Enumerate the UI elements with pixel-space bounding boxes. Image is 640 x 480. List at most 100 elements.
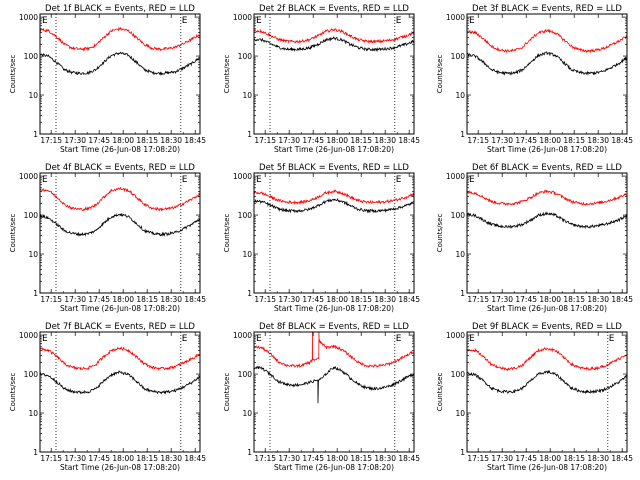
y-tick-label: 1000 [233,13,252,22]
x-tick-label: 17:45 [515,295,537,304]
y-tick-label: 1 [247,448,252,457]
x-tick-label: 17:45 [88,454,110,463]
x-tick-label: 17:30 [491,136,513,145]
x-tick-label: 18:30 [374,295,396,304]
y-tick-label: 100 [24,52,39,61]
start-marker: E [469,334,475,344]
x-tick-label: 18:15 [563,454,585,463]
y-tick-label: 100 [238,211,253,220]
y-axis-title: Counts/sec [9,214,17,253]
x-tick-label: 17:15 [467,295,489,304]
panel-title: Det 5f BLACK = Events, RED = LLD [259,163,409,173]
y-axis-title: Counts/sec [436,55,444,94]
x-tick-label: 18:45 [611,295,633,304]
panel-title: Det 7f BLACK = Events, RED = LLD [45,322,195,332]
x-tick-label: 17:45 [515,454,537,463]
y-tick-label: 100 [451,370,466,379]
series-events-line [466,211,628,230]
series-lld-line [466,189,628,206]
y-tick-label: 1 [460,130,465,139]
plot-frame [39,331,201,453]
series-events-line [466,369,628,395]
x-tick-label: 17:30 [491,454,513,463]
y-tick-label: 1000 [19,13,38,22]
x-axis-title: Start Time (26-Jun-08 17:08:20) [487,304,607,313]
plot-frame [466,331,628,453]
x-tick-label: 17:30 [278,295,300,304]
x-tick-label: 18:00 [539,136,561,145]
panel-title: Det 6f BLACK = Events, RED = LLD [472,163,622,173]
x-tick-label: 17:15 [40,295,62,304]
x-tick-label: 17:15 [40,136,62,145]
series-lld-line [39,26,201,52]
detector-panel-5: Det 5f BLACK = Events, RED = LLD E E 1 10 100… [223,163,420,313]
start-marker: E [42,334,48,344]
x-tick-label: 18:00 [326,454,348,463]
x-tick-label: 18:00 [326,136,348,145]
y-tick-label: 100 [24,370,39,379]
series-lld-line [466,28,628,54]
x-tick-label: 18:30 [160,136,182,145]
x-tick-label: 18:15 [350,295,372,304]
detector-panel-1: Det 1f BLACK = Events, RED = LLD E E 1 10 100… [9,4,206,154]
x-tick-label: 17:45 [88,136,110,145]
y-axis-title: Counts/sec [9,373,17,412]
y-tick-label: 1 [247,289,252,298]
series-lld-line [39,186,201,212]
y-axis-title: Counts/sec [223,214,231,253]
x-tick-label: 17:30 [64,454,86,463]
x-tick-label: 18:30 [374,136,396,145]
start-marker: E [256,334,262,344]
detector-panel-2: Det 2f BLACK = Events, RED = LLD E E 1 10 100… [223,4,420,154]
y-tick-label: 1000 [233,331,252,340]
x-tick-label: 17:15 [254,295,276,304]
x-tick-label: 18:45 [184,295,206,304]
series-lld-line [39,346,201,371]
start-marker: E [256,175,262,185]
x-axis-title: Start Time (26-Jun-08 17:08:20) [487,145,607,154]
x-tick-label: 18:45 [398,295,420,304]
x-tick-label: 18:45 [398,136,420,145]
x-tick-label: 18:15 [136,136,158,145]
y-tick-label: 100 [238,52,253,61]
x-tick-label: 18:15 [563,136,585,145]
x-tick-label: 18:30 [160,454,182,463]
plot-frame [39,13,201,135]
x-tick-label: 18:30 [374,454,396,463]
y-axis-title: Counts/sec [223,55,231,94]
detector-panel-4: Det 4f BLACK = Events, RED = LLD E E 1 10 100… [9,163,206,313]
plot-frame [39,172,201,294]
end-marker: E [396,175,402,185]
x-tick-label: 17:45 [302,136,324,145]
x-tick-label: 18:00 [112,295,134,304]
y-tick-label: 10 [28,250,38,259]
x-axis-title: Start Time (26-Jun-08 17:08:20) [274,145,394,154]
y-tick-label: 1000 [446,331,465,340]
series-lld-line [466,346,628,372]
end-marker: E [609,334,615,344]
panel-title: Det 4f BLACK = Events, RED = LLD [45,163,195,173]
x-tick-label: 18:00 [539,454,561,463]
x-tick-label: 17:45 [302,454,324,463]
x-axis-title: Start Time (26-Jun-08 17:08:20) [60,463,180,472]
x-tick-label: 17:30 [491,295,513,304]
y-tick-label: 10 [455,250,465,259]
y-tick-label: 1 [460,448,465,457]
x-axis-title: Start Time (26-Jun-08 17:08:20) [274,304,394,313]
detector-panel-9: Det 9f BLACK = Events, RED = LLD E E 1 10 100… [436,322,633,472]
x-tick-label: 17:45 [88,295,110,304]
y-tick-label: 10 [242,409,252,418]
x-tick-label: 17:15 [254,454,276,463]
start-marker: E [469,175,475,185]
x-axis-title: Start Time (26-Jun-08 17:08:20) [487,463,607,472]
x-tick-label: 17:15 [254,136,276,145]
series-events-line [39,370,201,395]
y-tick-label: 10 [455,409,465,418]
x-tick-label: 18:00 [539,295,561,304]
y-tick-label: 10 [242,91,252,100]
x-tick-label: 17:15 [467,454,489,463]
x-tick-label: 18:15 [136,454,158,463]
plot-frame [253,172,415,294]
y-tick-label: 100 [451,211,466,220]
panel-title: Det 8f BLACK = Events, RED = LLD [259,322,409,332]
